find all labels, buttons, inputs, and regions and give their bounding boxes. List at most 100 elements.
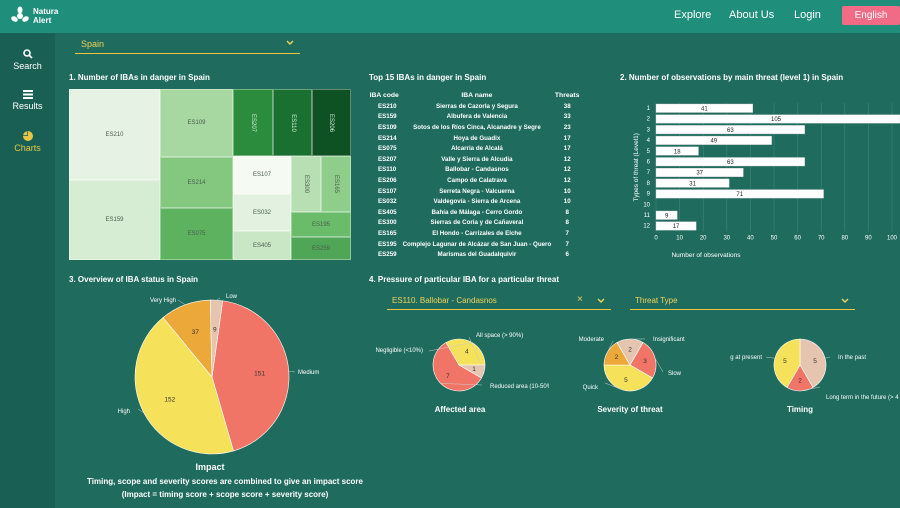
treemap-cell[interactable]: ES210 xyxy=(69,89,160,180)
pie-leader-line xyxy=(440,383,483,386)
table-cell-code: ES207 xyxy=(378,155,397,163)
bar-value-label: 31 xyxy=(689,181,696,187)
pie-category-label: happening at present xyxy=(730,355,762,361)
treemap-cell[interactable]: ES165 xyxy=(321,156,351,212)
table-row[interactable]: ES165 El Hondo - Carrizales de Elche 7 xyxy=(369,228,580,239)
column-header: Threats xyxy=(554,92,580,99)
table-row[interactable]: ES207 Valle y Sierra de Alcudia 12 xyxy=(369,154,580,165)
y-tick-label: 8 xyxy=(647,181,651,187)
pie-category-label: Moderate xyxy=(579,337,605,343)
threat-type-select[interactable]: Threat Type xyxy=(630,291,855,310)
table-row[interactable]: ES210 Sierras de Cazorla y Segura 38 xyxy=(369,101,580,112)
table-cell-code: ES206 xyxy=(378,176,397,184)
pie-category-label: Insignificant xyxy=(653,337,685,343)
treemap-cell[interactable]: ES107 xyxy=(233,156,291,194)
table-row[interactable]: ES032 Valdegovía - Sierra de Arcena 10 xyxy=(369,196,580,207)
table-cell-threats: 12 xyxy=(563,176,571,184)
affected-area-pie: 7 Reduced area (10-50%) 4 Negligible (<10%)… xyxy=(375,333,549,392)
table-cell-name: Marismas del Guadalquivir xyxy=(437,251,517,259)
treemap-cell[interactable]: ES109 xyxy=(160,89,233,157)
table-cell-code: ES107 xyxy=(378,187,397,195)
table-row[interactable]: ES109 Sotos de los Ríos Cinca, Alcanadre … xyxy=(369,122,580,133)
pie-value-label: 1 xyxy=(472,366,476,373)
table-row[interactable]: ES107 Serreta Negra - Valcuerna 10 xyxy=(369,186,580,197)
severity-pie: 3 Slow 5 Quick 2 Moderate 2 Insignificant xyxy=(579,337,685,392)
treemap-cell[interactable]: ES110 xyxy=(273,89,312,156)
table-cell-threats: 38 xyxy=(563,102,571,110)
bar xyxy=(655,125,805,135)
treemap-cell-label: ES107 xyxy=(252,172,271,178)
x-tick-label: 10 xyxy=(676,235,683,241)
table-cell-threats: 6 xyxy=(565,251,569,259)
treemap-cell[interactable]: ES259 xyxy=(291,237,351,260)
treemap-cell[interactable]: ES405 xyxy=(233,231,291,260)
sidebar-item-charts[interactable]: Charts xyxy=(0,131,55,153)
treemap-cell-label: ES109 xyxy=(187,120,206,126)
pie-category-label: Low xyxy=(226,294,238,300)
timing-pie: 5 In the past 2 Long term in the future (> … xyxy=(730,338,899,401)
bar-value-label: 37 xyxy=(696,171,703,177)
table-cell-threats: 23 xyxy=(563,123,571,131)
country-select[interactable]: Spain xyxy=(75,36,300,54)
nav-login[interactable]: Login xyxy=(794,9,821,21)
pie-category-label: High xyxy=(118,409,130,415)
table-row[interactable]: ES214 Hoya de Guadix 17 xyxy=(369,133,580,144)
pie-leader-line xyxy=(765,356,775,359)
table-row[interactable]: ES206 Campo de Calatrava 12 xyxy=(369,175,580,186)
nav-about[interactable]: About Us xyxy=(729,9,775,21)
table-cell-code: ES195 xyxy=(378,240,397,248)
treemap-cell[interactable]: ES300 xyxy=(291,156,321,212)
treemap-cell[interactable]: ES214 xyxy=(160,157,233,208)
table-cell-name: Serreta Negra - Valcuerna xyxy=(439,187,515,195)
language-button[interactable]: English xyxy=(842,6,900,25)
treemap-cell-label: ES195 xyxy=(311,221,330,228)
treemap-cell-label: ES075 xyxy=(187,231,206,237)
table-row[interactable]: ES405 Bahía de Málaga - Cerro Gordo 8 xyxy=(369,207,580,218)
pie-slice xyxy=(773,338,801,388)
bar-value-label: 49 xyxy=(710,139,717,145)
treemap-cell-label: ES032 xyxy=(252,209,271,216)
table-cell-code: ES032 xyxy=(378,198,397,206)
y-tick-label: 1 xyxy=(647,106,651,112)
treemap-cell[interactable]: ES206 xyxy=(312,89,351,156)
table-row[interactable]: ES195 Complejo Lagunar de Alcázar de San … xyxy=(369,239,580,250)
table-row[interactable]: ES300 Sierras de Coria y de Cañaveral 8 xyxy=(369,218,580,229)
x-tick-label: 40 xyxy=(747,235,754,241)
sidebar-item-results[interactable]: Results xyxy=(0,90,55,111)
pie-value-label: 151 xyxy=(254,371,265,378)
sidebar-item-search[interactable]: Search xyxy=(0,49,55,71)
treemap-cell[interactable]: ES195 xyxy=(291,212,351,237)
pie-slice xyxy=(629,342,657,379)
treemap-cell-label: ES206 xyxy=(328,113,335,132)
treemap-cell[interactable]: ES159 xyxy=(69,180,160,260)
x-tick-label: 20 xyxy=(700,235,707,241)
treemap-cell[interactable]: ES075 xyxy=(160,208,233,260)
affected-area-label: Affected area xyxy=(434,405,486,414)
table-row[interactable]: ES110 Ballobar - Candasnos 12 xyxy=(369,165,580,176)
country-select-value: Spain xyxy=(81,39,105,49)
treemap-cell-label: ES110 xyxy=(289,113,296,132)
iba-select[interactable]: ES110. Ballobar - Candasnos × xyxy=(387,291,611,310)
pie-category-label: In the past xyxy=(838,355,866,361)
bar xyxy=(655,189,824,199)
bar xyxy=(655,114,900,124)
y-tick-label: 2 xyxy=(647,117,651,123)
treemap-cell[interactable]: ES032 xyxy=(233,194,291,231)
app-logo[interactable]: Natura Alert xyxy=(10,6,58,26)
nav-explore[interactable]: Explore xyxy=(674,9,712,21)
bar-value-label: 17 xyxy=(673,224,680,230)
column-header: IBA name xyxy=(461,92,493,99)
bar-value-label: 71 xyxy=(736,192,743,198)
treemap-cell[interactable]: ES207 xyxy=(233,89,273,156)
list-icon xyxy=(22,90,33,99)
table-cell-threats: 17 xyxy=(563,145,571,153)
bar-chart: 0 10 20 30 40 50 60 70 80 90 100 1 41 2 105 3 63 4 49 5 18 6 6… xyxy=(633,103,900,259)
pie-value-label: 152 xyxy=(164,396,175,403)
table-row[interactable]: ES075 Alcarria de Alcalá 17 xyxy=(369,143,580,154)
table-row[interactable]: ES259 Marismas del Guadalquivir 6 xyxy=(369,249,580,260)
table-row[interactable]: ES159 Albufera de Valencia 33 xyxy=(369,112,580,123)
clear-icon[interactable]: × xyxy=(577,294,583,305)
bar-value-label: 105 xyxy=(771,117,782,123)
table-cell-name: Sierras de Coria y de Cañaveral xyxy=(430,219,524,227)
table-cell-code: ES159 xyxy=(378,113,397,121)
